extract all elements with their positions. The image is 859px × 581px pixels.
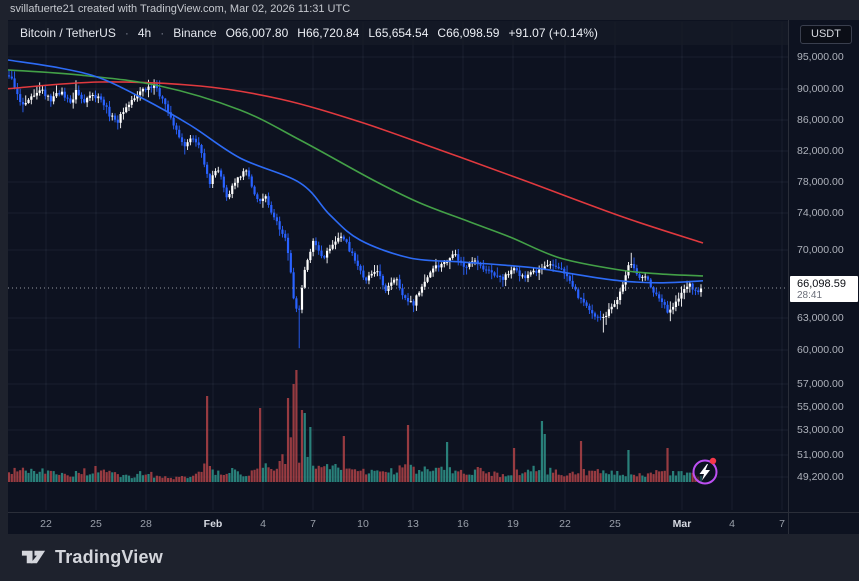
price-chart[interactable] bbox=[8, 20, 788, 512]
tradingview-logo-icon[interactable] bbox=[20, 544, 47, 571]
price-tick-label: 95,000.00 bbox=[797, 51, 844, 63]
price-tick-label: 90,000.00 bbox=[797, 83, 844, 95]
interval-label[interactable]: 4h bbox=[137, 26, 152, 40]
price-tick-label: 55,000.00 bbox=[797, 401, 844, 413]
attribution-text: svillafuerte21 created with TradingView.… bbox=[10, 3, 351, 15]
time-tick-label: 4 bbox=[260, 518, 266, 530]
ohlc-close: C66,098.59 bbox=[437, 26, 500, 40]
current-price-label: 66,098.59 28:41 bbox=[790, 276, 858, 302]
bar-countdown: 28:41 bbox=[797, 290, 823, 301]
time-tick-label: 7 bbox=[310, 518, 316, 530]
price-tick-label: 51,000.00 bbox=[797, 449, 844, 461]
time-tick-label: Feb bbox=[203, 518, 223, 530]
exchange-label: Binance bbox=[173, 26, 217, 40]
attribution-bar: svillafuerte21 created with TradingView.… bbox=[0, 0, 859, 20]
current-price-value: 66,098.59 bbox=[797, 278, 846, 290]
time-tick-label: 22 bbox=[40, 518, 52, 530]
tradingview-brand-text[interactable]: TradingView bbox=[55, 547, 163, 567]
time-tick-label: 13 bbox=[407, 518, 419, 530]
price-tick-label: 86,000.00 bbox=[797, 114, 844, 126]
price-tick-label: 53,000.00 bbox=[797, 424, 844, 436]
ma-mid-green-line bbox=[8, 69, 704, 277]
time-tick-label: 16 bbox=[457, 518, 469, 530]
time-tick-label: 19 bbox=[507, 518, 519, 530]
price-axis[interactable]: USDT 95,000.00 90,000.00 86,000.00 82,000.0… bbox=[788, 20, 859, 534]
time-tick-label: 28 bbox=[140, 518, 152, 530]
time-axis[interactable]: 22 25 28 Feb 4 7 10 13 16 19 22 25 Mar 4 7 bbox=[8, 512, 859, 534]
chart-panel: Bitcoin / TetherUS · 4h · Binance O66,00… bbox=[8, 20, 859, 534]
ma-fast-blue-line bbox=[8, 59, 704, 284]
symbol-ohlc-bar: Bitcoin / TetherUS · 4h · Binance O66,00… bbox=[8, 21, 788, 45]
separator-dot: · bbox=[160, 26, 165, 40]
time-tick-label: 25 bbox=[90, 518, 102, 530]
time-tick-label: 4 bbox=[729, 518, 735, 530]
price-change: +91.07 (+0.14%) bbox=[508, 26, 598, 40]
price-tick-label: 63,000.00 bbox=[797, 312, 844, 324]
time-tick-label: 25 bbox=[609, 518, 621, 530]
currency-toggle-button[interactable]: USDT bbox=[800, 25, 852, 44]
time-tick-label: 7 bbox=[779, 518, 785, 530]
price-tick-label: 57,000.00 bbox=[797, 378, 844, 390]
ohlc-open: O66,007.80 bbox=[225, 26, 289, 40]
time-tick-label: Mar bbox=[672, 518, 692, 530]
ohlc-low: L65,654.54 bbox=[368, 26, 429, 40]
price-tick-label: 60,000.00 bbox=[797, 344, 844, 356]
separator-dot: · bbox=[124, 26, 129, 40]
price-tick-label: 82,000.00 bbox=[797, 145, 844, 157]
price-tick-label: 70,000.00 bbox=[797, 244, 844, 256]
price-tick-label: 78,000.00 bbox=[797, 176, 844, 188]
lightning-event-icon[interactable] bbox=[692, 457, 718, 485]
ohlc-high: H66,720.84 bbox=[297, 26, 360, 40]
price-tick-label: 74,000.00 bbox=[797, 207, 844, 219]
ma-slow-red-line bbox=[8, 81, 704, 244]
footer-bar: TradingView bbox=[0, 534, 859, 581]
symbol-name[interactable]: Bitcoin / TetherUS bbox=[20, 26, 116, 40]
time-tick-label: 10 bbox=[357, 518, 369, 530]
time-tick-label: 22 bbox=[559, 518, 571, 530]
price-tick-label: 49,200.00 bbox=[797, 471, 844, 483]
